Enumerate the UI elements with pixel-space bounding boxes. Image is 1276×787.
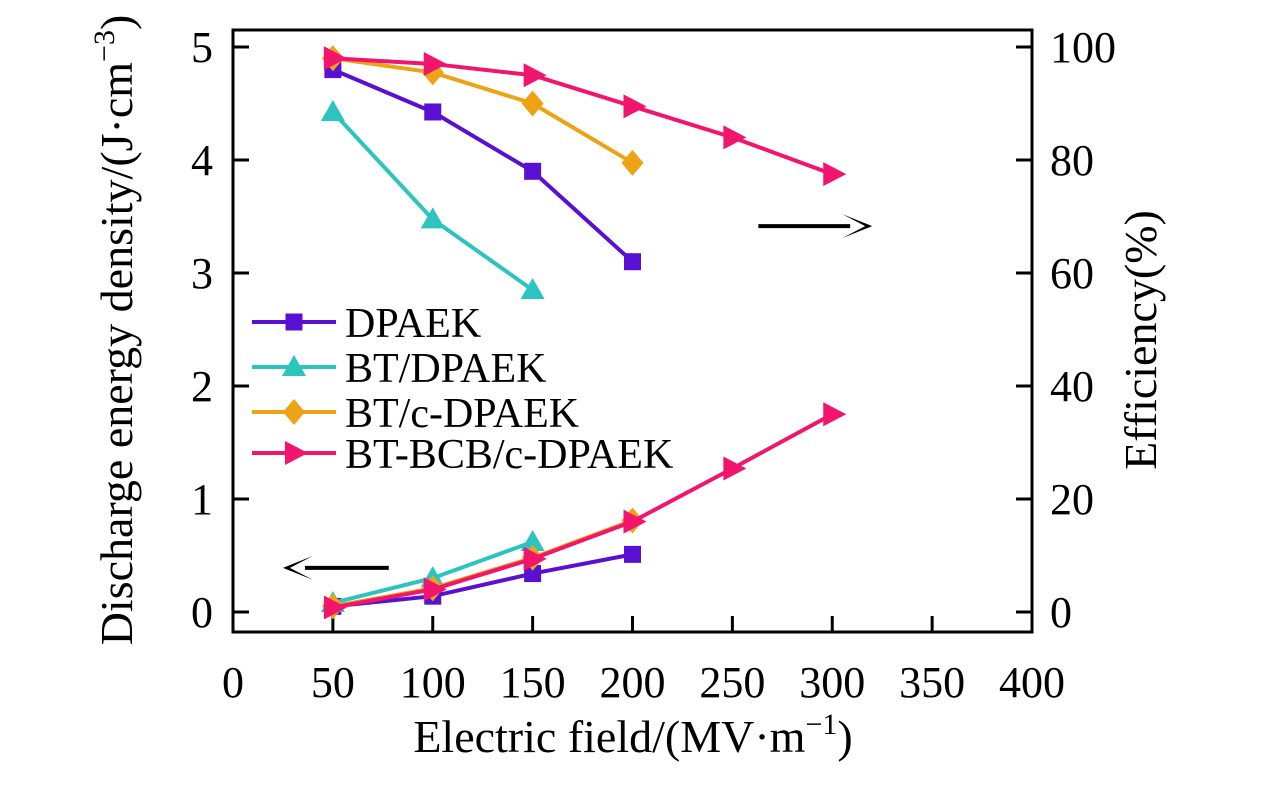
legend-marker-BT/c-DPAEK xyxy=(283,399,305,425)
x-tick-label: 150 xyxy=(500,658,566,707)
marker-efficiency-BT-BCB/c-DPAEK xyxy=(723,125,747,150)
right-tick-label: 60 xyxy=(1050,249,1094,298)
left-tick-label: 2 xyxy=(191,362,213,411)
left-tick-label: 5 xyxy=(191,23,213,72)
legend-label-DPAEK: DPAEK xyxy=(345,301,481,347)
marker-efficiency-BT-BCB/c-DPAEK xyxy=(823,162,847,187)
right-tick-label: 100 xyxy=(1050,23,1116,72)
x-tick-label: 400 xyxy=(999,658,1065,707)
marker-efficiency-BT/c-DPAEK xyxy=(621,149,644,176)
marker-efficiency-BT/c-DPAEK xyxy=(521,90,544,117)
x-axis-title: Electric field/(MV·m−1) xyxy=(413,708,852,762)
series-line-efficiency-BT/DPAEK xyxy=(331,110,534,292)
right-tick-label: 40 xyxy=(1050,362,1094,411)
series-line-energy-DPAEK xyxy=(332,552,633,609)
series-line-efficiency-BT-BCB/c-DPAEK xyxy=(332,56,833,177)
marker-energy-BT-BCB/c-DPAEK xyxy=(623,509,647,534)
legend-marker-DPAEK xyxy=(285,313,303,331)
left-axis-title: Discharge energy density/(J·cm−3) xyxy=(88,15,142,646)
marker-efficiency-BT/DPAEK xyxy=(420,207,445,229)
marker-energy-BT-BCB/c-DPAEK xyxy=(323,595,347,620)
legend-label-BT/DPAEK: BT/DPAEK xyxy=(345,346,547,392)
x-tick-label: 250 xyxy=(699,658,765,707)
legend-label-BT/c-DPAEK: BT/c-DPAEK xyxy=(345,391,579,437)
legend-marker-BT-BCB/c-DPAEK xyxy=(285,441,308,465)
marker-efficiency-BT/DPAEK xyxy=(520,277,545,299)
legend-label-BT-BCB/c-DPAEK: BT-BCB/c-DPAEK xyxy=(345,432,673,478)
x-tick-label: 200 xyxy=(600,658,666,707)
marker-energy-BT/DPAEK xyxy=(520,529,545,551)
left-tick-label: 0 xyxy=(191,588,213,637)
series-line-efficiency-DPAEK xyxy=(332,67,634,264)
marker-efficiency-BT-BCB/c-DPAEK xyxy=(623,94,647,119)
series-line-efficiency-BT/c-DPAEK xyxy=(332,56,634,165)
x-tick-label: 100 xyxy=(400,658,466,707)
legend-marker-BT/DPAEK xyxy=(282,355,306,376)
marker-efficiency-BT/DPAEK xyxy=(320,99,345,121)
x-tick-label: 350 xyxy=(899,658,965,707)
marker-energy-DPAEK xyxy=(524,565,542,583)
marker-energy-BT-BCB/c-DPAEK xyxy=(823,402,847,427)
marker-efficiency-BT-BCB/c-DPAEK xyxy=(523,63,547,88)
right-axis-arrow-head xyxy=(842,214,873,239)
marker-efficiency-DPAEK xyxy=(524,162,542,180)
left-tick-label: 4 xyxy=(191,136,213,185)
marker-efficiency-DPAEK xyxy=(424,103,442,121)
left-axis-arrow-head xyxy=(282,555,313,580)
marker-efficiency-BT-BCB/c-DPAEK xyxy=(423,51,447,76)
right-tick-label: 80 xyxy=(1050,136,1094,185)
right-tick-label: 20 xyxy=(1050,475,1094,524)
marker-efficiency-DPAEK xyxy=(624,253,641,271)
left-tick-label: 3 xyxy=(191,249,213,298)
marker-energy-BT-BCB/c-DPAEK xyxy=(723,456,747,481)
marker-efficiency-BT-BCB/c-DPAEK xyxy=(323,46,347,71)
x-axis-title-superscript: −1 xyxy=(805,708,837,741)
right-axis-title: Efficiency(%) xyxy=(1115,210,1166,470)
marker-energy-BT-BCB/c-DPAEK xyxy=(423,577,447,602)
marker-energy-BT-BCB/c-DPAEK xyxy=(523,546,547,571)
left-axis-title-superscript: −3 xyxy=(88,30,121,62)
x-tick-label: 0 xyxy=(222,658,244,707)
x-tick-label: 50 xyxy=(311,658,355,707)
left-tick-label: 1 xyxy=(191,475,213,524)
marker-energy-DPAEK xyxy=(624,545,641,563)
x-tick-label: 300 xyxy=(799,658,865,707)
right-tick-label: 0 xyxy=(1050,588,1072,637)
series-line-energy-BT-BCB/c-DPAEK xyxy=(332,412,834,610)
